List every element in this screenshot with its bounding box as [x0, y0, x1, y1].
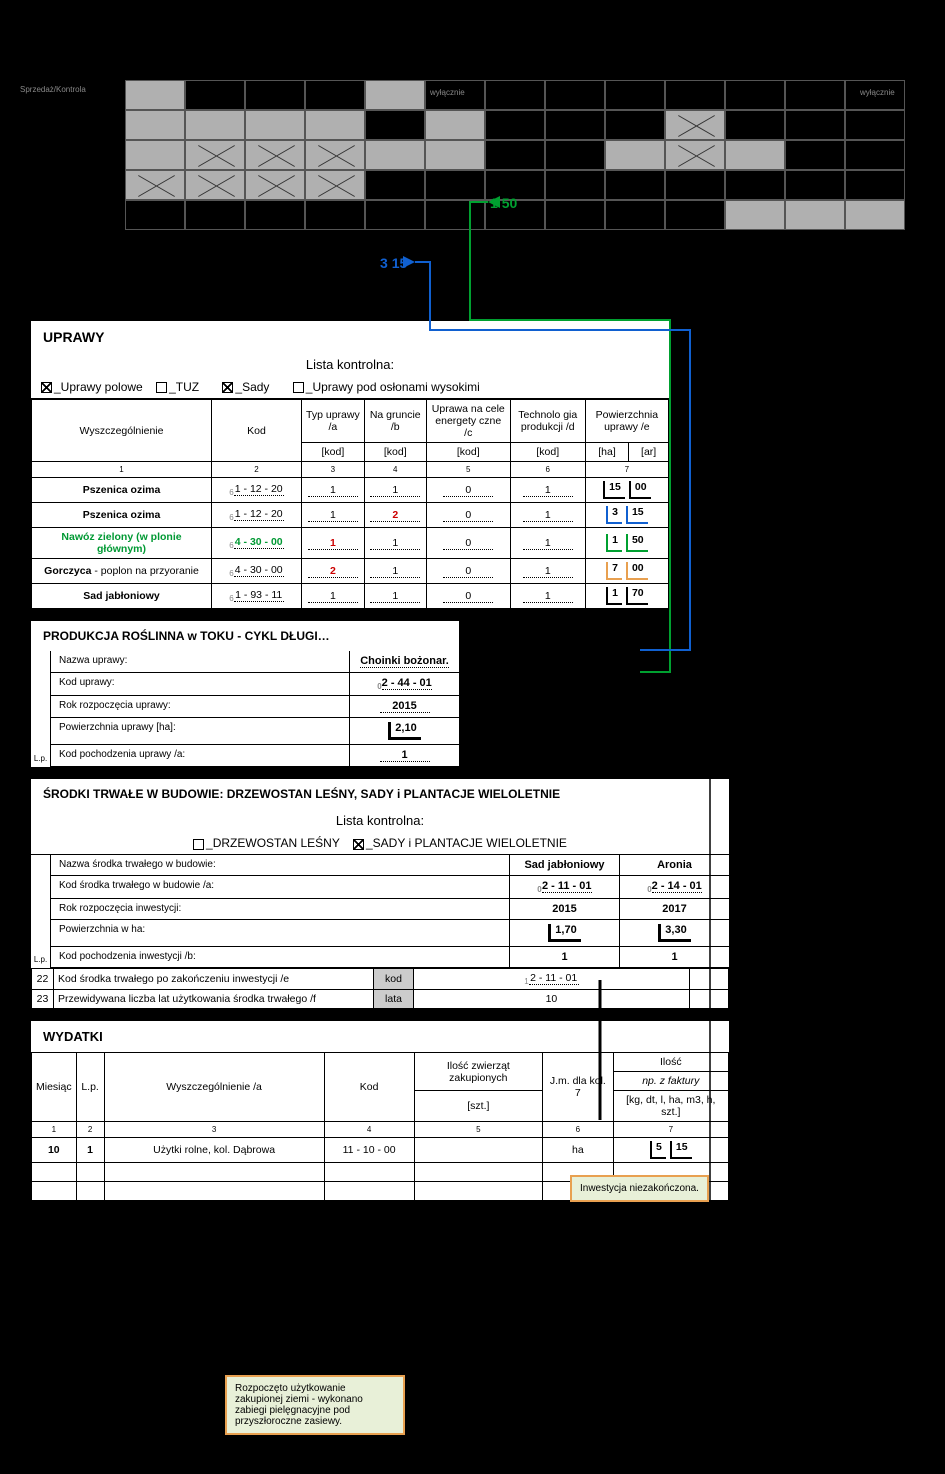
uprawy-table: Wyszczególnienie Kod Typ uprawy /a Na gr… — [31, 399, 669, 609]
wydatki-row: 10 1 Użytki rolne, kol. Dąbrowa 11 - 10 … — [32, 1138, 729, 1163]
uprawy-row: Nawóz zielony (w plonie głównym)64 - 30 … — [32, 528, 669, 559]
produkcja-field: Rok rozpoczęcia uprawy:2015 — [51, 696, 459, 718]
srodki-field: Nazwa środka trwałego w budowie:Sad jabł… — [51, 855, 729, 876]
uprawy-title: UPRAWY — [31, 321, 669, 353]
float-green: 1 50 — [490, 195, 517, 211]
panel-produkcja: PRODUKCJA ROŚLINNA w TOKU - CYKL DŁUGI… … — [30, 620, 460, 768]
produkcja-field: Nazwa uprawy:Choinki bożonar. — [51, 651, 459, 673]
check-tuz[interactable] — [156, 382, 167, 393]
uprawy-row: Pszenica ozima61 - 12 - 201201315 — [32, 503, 669, 528]
annotation-inwestycja: Inwestycja niezakończona. — [570, 1175, 709, 1202]
srodki-field: Kod pochodzenia inwestycji /b:11 — [51, 947, 729, 968]
check-les[interactable] — [193, 839, 204, 850]
check-oslony[interactable] — [293, 382, 304, 393]
uprawy-row: Pszenica ozima61 - 12 - 2011011500 — [32, 478, 669, 503]
uprawy-checks: _Uprawy polowe _TUZ _Sady _Uprawy pod os… — [31, 376, 669, 399]
srodki-list-title: Lista kontrolna: — [31, 809, 729, 832]
srodki-field: Kod środka trwałego w budowie /a:02 - 11… — [51, 876, 729, 899]
produkcja-title: PRODUKCJA ROŚLINNA w TOKU - CYKL DŁUGI… — [31, 621, 459, 651]
produkcja-field: Powierzchnia uprawy [ha]:2,10 — [51, 718, 459, 745]
srodki-title: ŚRODKI TRWAŁE W BUDOWIE: DRZEWOSTAN LEŚN… — [31, 779, 729, 809]
srodki-bottom-table: 22 Kod środka trwałego po zakończeniu in… — [31, 968, 729, 1009]
check-sadyplan[interactable] — [353, 839, 364, 850]
uprawy-list-title: Lista kontrolna: — [31, 353, 669, 376]
uprawy-row: Gorczyca - poplon na przyoranie64 - 30 -… — [32, 559, 669, 584]
panel-uprawy: UPRAWY Lista kontrolna: _Uprawy polowe _… — [30, 320, 670, 610]
check-polowe[interactable] — [41, 382, 52, 393]
float-blue: 3 15 — [380, 255, 407, 271]
annotation-rozpoczeto: Rozpoczęto użytkowanie zakupionej ziemi … — [225, 1375, 405, 1435]
produkcja-field: Kod pochodzenia uprawy /a:1 — [51, 745, 459, 767]
srodki-field: Powierzchnia w ha:1,703,30 — [51, 920, 729, 947]
top-grid — [125, 80, 945, 260]
wydatki-title: WYDATKI — [31, 1021, 729, 1052]
uprawy-row: Sad jabłoniowy61 - 93 - 111101170 — [32, 584, 669, 609]
check-sady[interactable] — [222, 382, 233, 393]
produkcja-field: Kod uprawy:02 - 44 - 01 — [51, 673, 459, 696]
srodki-checks: _DRZEWOSTAN LEŚNY _SADY i PLANTACJE WIEL… — [31, 832, 729, 855]
srodki-field: Rok rozpoczęcia inwestycji:20152017 — [51, 899, 729, 920]
connector-lines — [0, 80, 945, 1474]
produkcja-lp: L.p. — [31, 651, 51, 767]
panel-srodki: ŚRODKI TRWAŁE W BUDOWIE: DRZEWOSTAN LEŚN… — [30, 778, 730, 1010]
srodki-lp: L.p. — [31, 855, 51, 968]
